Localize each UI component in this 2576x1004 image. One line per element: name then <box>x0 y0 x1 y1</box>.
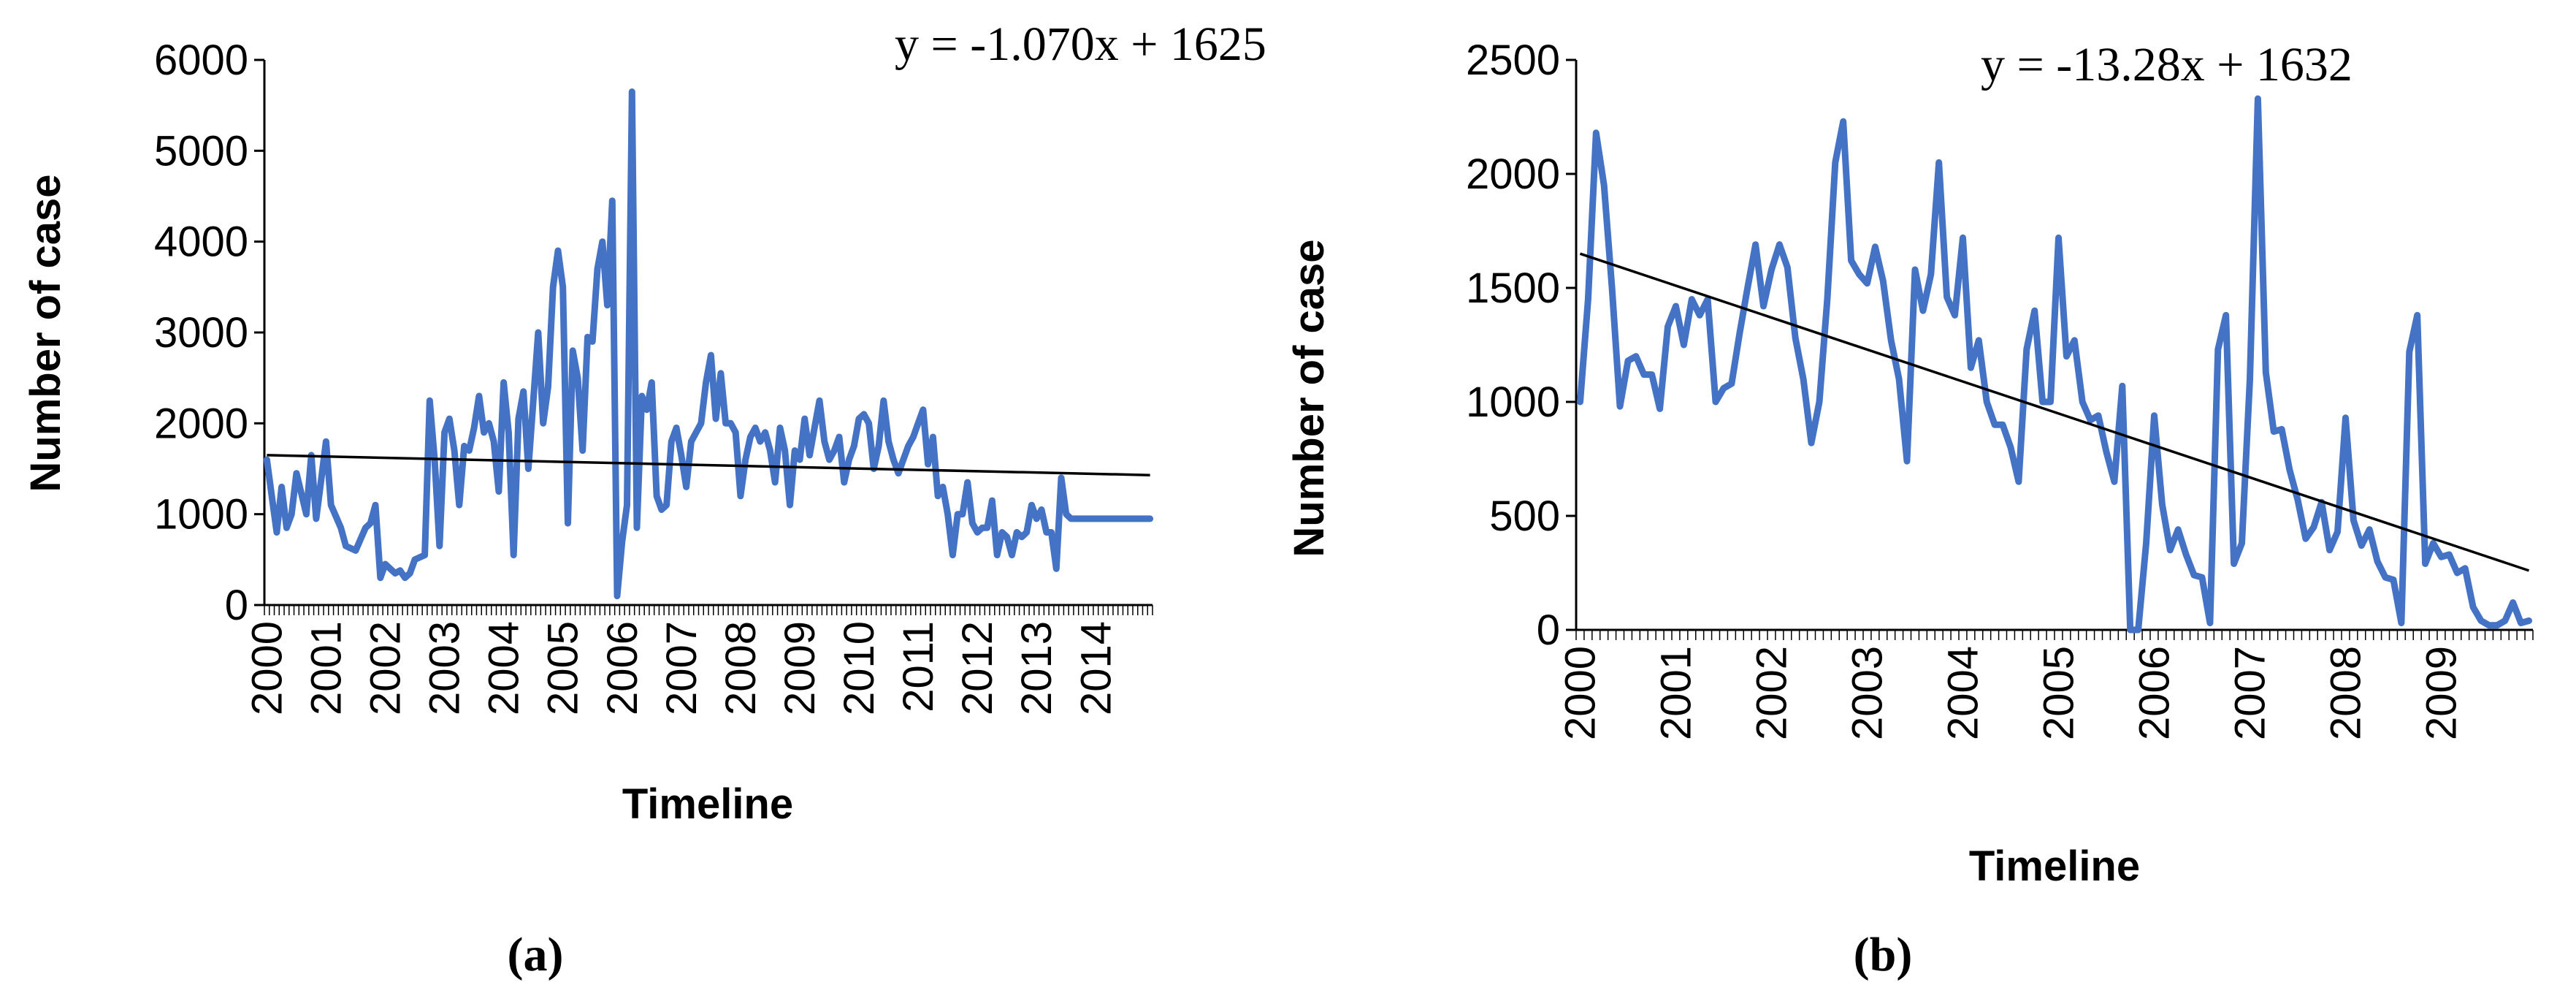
x-tick-label: 2002 <box>1748 646 1795 740</box>
series-line <box>1577 95 2532 634</box>
x-axis-title: Timeline <box>622 780 793 828</box>
x-tick-label: 2000 <box>1556 646 1604 740</box>
trend-equation: y = -1.070x + 1625 <box>895 18 1266 71</box>
y-tick-label: 3000 <box>154 309 248 357</box>
x-tick-label: 2005 <box>2035 646 2082 740</box>
x-tick-label: 2007 <box>2226 646 2274 740</box>
x-tick-label: 2003 <box>421 621 469 715</box>
y-tick-label: 5000 <box>154 127 248 175</box>
y-axis-ticks: 0 1000 2000 3000 4000 5000 6000 <box>154 37 264 629</box>
y-tick-label: 6000 <box>154 37 248 84</box>
y-tick-label: 0 <box>225 582 248 629</box>
x-axis-ticks: 2000 2001 2002 2003 2004 2005 2006 2007 2008 2009 <box>1556 646 2465 740</box>
panel-label: (a) <box>508 928 564 981</box>
x-tick-label: 2013 <box>1013 621 1060 715</box>
x-tick-label: 2006 <box>2130 646 2178 740</box>
x-axis-title: Timeline <box>1969 843 2140 890</box>
y-tick-label: 0 <box>1537 606 1560 654</box>
y-tick-label: 2000 <box>1466 151 1560 198</box>
x-tick-label: 2014 <box>1072 621 1120 715</box>
x-tick-label: 2000 <box>243 621 291 715</box>
x-tick-label: 2003 <box>1843 646 1891 740</box>
x-tick-label: 2008 <box>717 621 765 715</box>
x-tick-label: 2007 <box>658 621 706 715</box>
y-tick-label: 1000 <box>1466 379 1560 426</box>
y-tick-label: 2500 <box>1466 37 1560 84</box>
x-tick-label: 2005 <box>540 621 587 715</box>
x-tick-label: 2006 <box>599 621 646 715</box>
x-axis-ticks: 2000 2001 2002 2003 2004 2005 2006 2007 2008 2009… <box>243 621 1120 715</box>
y-axis-title: Number of case <box>1285 239 1333 557</box>
y-tick-label: 2000 <box>154 400 248 447</box>
x-tick-label: 2012 <box>954 621 1001 715</box>
trend-equation: y = -13.28x + 1632 <box>1981 38 2353 91</box>
y-tick-label: 4000 <box>154 218 248 266</box>
trend-line <box>267 454 1150 476</box>
x-tick-label: 2010 <box>836 621 883 715</box>
x-tick-label: 2011 <box>895 621 942 712</box>
x-tick-label: 2004 <box>481 621 528 715</box>
trend-line <box>1579 252 2530 572</box>
x-tick-label: 2009 <box>776 621 824 715</box>
series-line <box>263 88 1154 600</box>
panel-label: (b) <box>1854 928 1913 981</box>
x-minor-ticks <box>1575 630 2534 640</box>
x-tick-label: 2008 <box>2322 646 2369 740</box>
y-tick-label: 1000 <box>154 491 248 539</box>
y-axis-ticks: 0 500 1000 1500 2000 2500 <box>1466 37 1576 654</box>
x-tick-label: 2001 <box>1652 646 1700 740</box>
y-tick-label: 500 <box>1489 493 1560 540</box>
x-minor-ticks <box>264 605 1153 615</box>
x-tick-label: 2009 <box>2418 646 2465 740</box>
y-axis-title: Number of case <box>22 174 69 492</box>
y-tick-label: 1500 <box>1466 265 1560 312</box>
x-tick-label: 2001 <box>302 621 350 715</box>
x-tick-label: 2002 <box>362 621 410 715</box>
x-tick-label: 2004 <box>1939 646 1987 740</box>
